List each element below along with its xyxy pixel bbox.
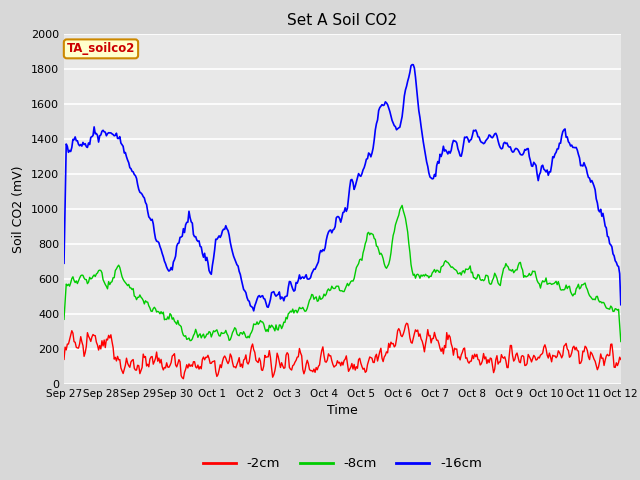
Title: Set A Soil CO2: Set A Soil CO2 [287, 13, 397, 28]
Text: TA_soilco2: TA_soilco2 [67, 42, 135, 55]
X-axis label: Time: Time [327, 405, 358, 418]
Y-axis label: Soil CO2 (mV): Soil CO2 (mV) [12, 165, 26, 252]
Legend: -2cm, -8cm, -16cm: -2cm, -8cm, -16cm [198, 452, 487, 476]
